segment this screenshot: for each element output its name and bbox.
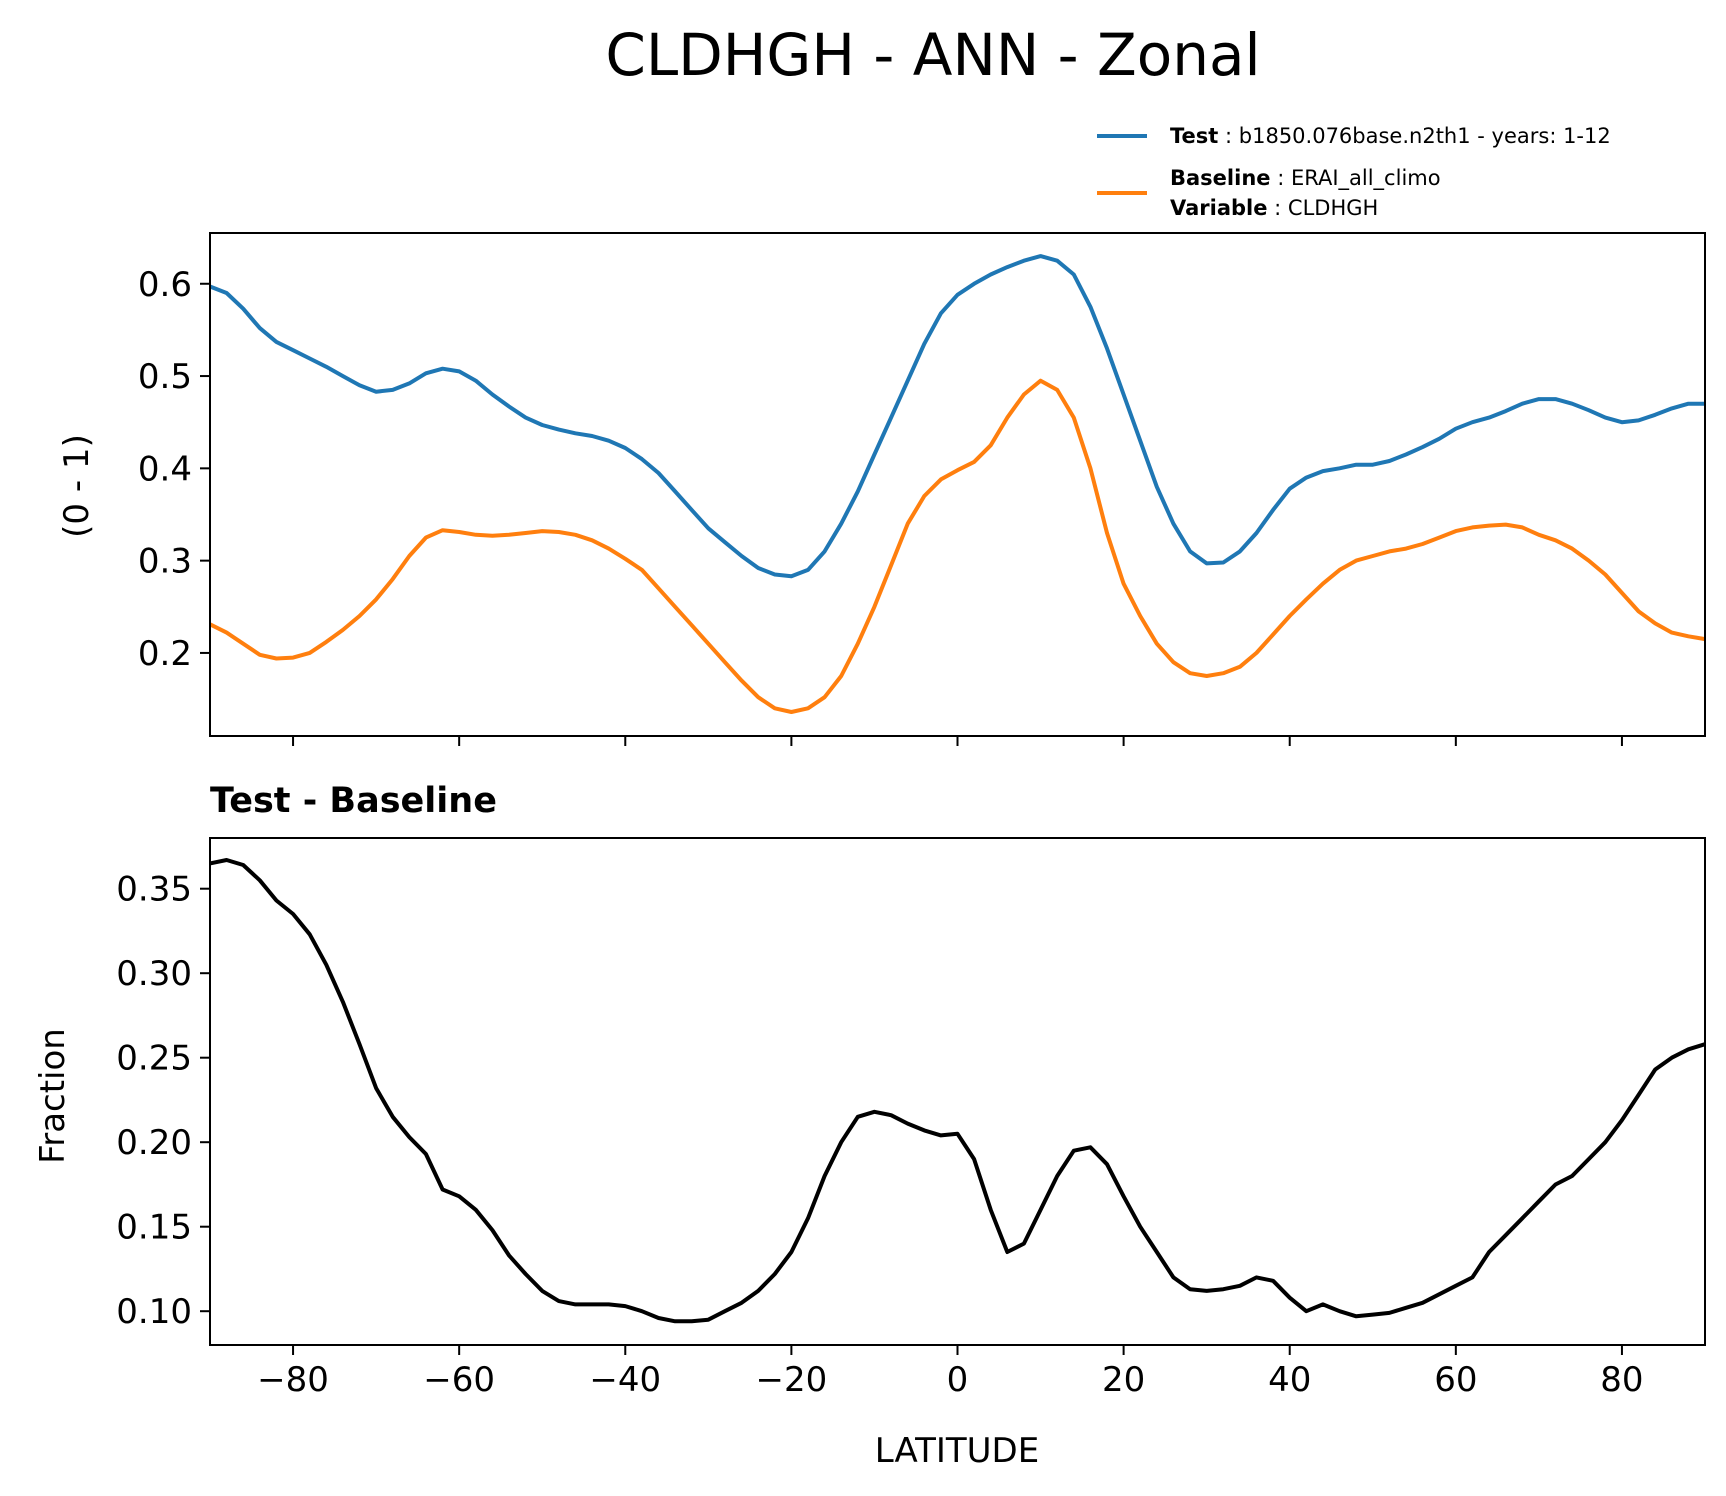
legend-baseline-label: Baseline : ERAI_all_climo [1170,166,1441,191]
legend-baseline-value: ERAI_all_climo [1291,166,1441,191]
bottom-x-tick-label: −40 [589,1360,661,1400]
top-y-tick-label: 0.6 [138,265,192,305]
bottom-y-axis-label: Fraction [33,1028,73,1164]
top-y-tick-label: 0.4 [138,449,192,489]
top-series-line-baseline [209,378,1706,714]
bottom-x-tick-label: −80 [257,1360,329,1400]
top-y-axis-label: (0 - 1) [57,434,97,538]
legend-baseline-key: Baseline [1170,166,1271,190]
figure-title: CLDHGH - ANN - Zonal [605,21,1260,89]
top-y-tick-label: 0.5 [138,357,192,397]
top-panel: (0 - 1) 0.2 0.3 0.4 0.5 0.6 [57,232,1706,746]
bottom-panel: Test - Baseline Fraction LATITUDE 0.100.… [33,781,1706,1471]
bottom-x-tick-label: 20 [1102,1360,1145,1400]
top-y-tick-label: 0.3 [138,542,192,582]
bottom-x-tick-label: −60 [423,1360,495,1400]
bottom-y-tick-label: 0.15 [116,1208,192,1248]
x-axis-label: LATITUDE [875,1431,1039,1471]
bottom-axis-ticks: 0.10 0.15 0.20 0.25 0.30 0.35 −80 −60 −40 −20 0 20 4… [116,870,1643,1400]
bottom-y-tick-label: 0.35 [116,870,192,910]
bottom-y-tick-label: 0.10 [116,1292,192,1332]
bottom-y-tick-label: 0.25 [116,1039,192,1079]
top-y-tick-label: 0.2 [138,634,192,674]
legend-test-label: Test : b1850.076base.n2th1 - years: 1-12 [1170,124,1611,148]
top-axis-ticks: 0.2 0.3 0.4 0.5 0.6 [138,265,1623,746]
bottom-plot-frame [209,837,1706,1346]
bottom-series-line-difference [209,858,1706,1324]
bottom-series-group [209,858,1706,1324]
bottom-y-tick-label: 0.20 [116,1123,192,1163]
legend-variable-label: Variable : CLDHGH [1170,196,1378,220]
legend-test-key: Test [1170,124,1218,148]
bottom-x-tick-label: 80 [1600,1360,1643,1400]
legend-variable-key: Variable [1170,196,1267,220]
legend-variable-value: CLDHGH [1288,196,1378,220]
bottom-x-tick-label: −20 [756,1360,828,1400]
bottom-x-tick-label: 0 [947,1360,969,1400]
top-plot-frame [209,232,1706,737]
bottom-x-tick-label: 40 [1268,1360,1311,1400]
bottom-x-tick-label: 60 [1434,1360,1477,1400]
legend-test-value: b1850.076base.n2th1 - years: 1-12 [1239,124,1611,148]
bottom-panel-title: Test - Baseline [210,781,497,821]
top-series-group [209,254,1706,714]
top-series-line-test [209,254,1705,579]
legend: Test : b1850.076base.n2th1 - years: 1-12… [1097,124,1611,220]
bottom-y-tick-label: 0.30 [116,954,192,994]
bottom-panel-title-text: Test - Baseline [210,781,497,821]
